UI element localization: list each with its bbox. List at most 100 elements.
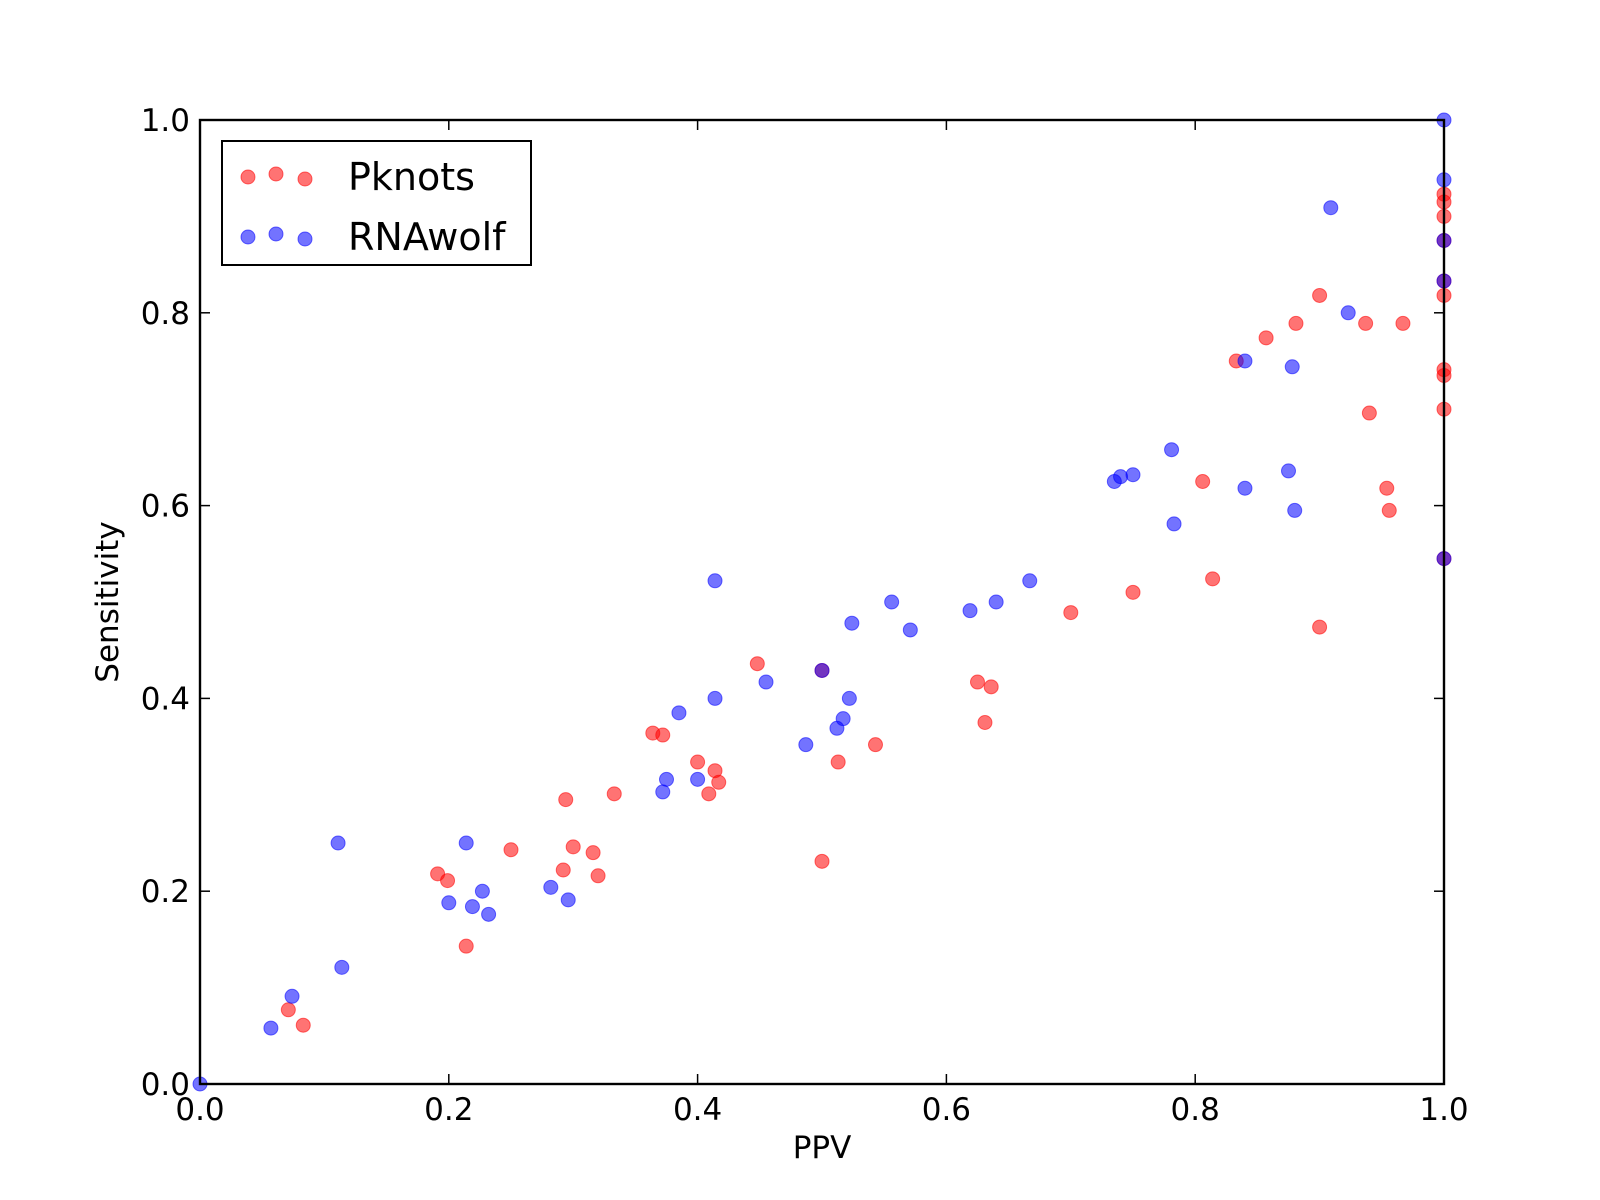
point-rnawolf-34 — [1166, 516, 1182, 532]
point-pknots-22 — [867, 737, 883, 753]
point-rnawolf-20 — [814, 662, 830, 678]
point-rnawolf-13 — [659, 771, 674, 787]
point-rnawolf-35 — [1237, 353, 1253, 369]
point-pknots-4 — [458, 938, 474, 954]
y-axis-label: Sensitivity — [90, 521, 126, 682]
point-rnawolf-4 — [334, 959, 350, 975]
point-rnawolf-1 — [263, 1020, 279, 1036]
point-pknots-35 — [1358, 315, 1374, 331]
x-tick-label: 0.4 — [673, 1092, 722, 1128]
point-rnawolf-2 — [284, 988, 300, 1004]
legend-marker-pknots — [268, 166, 284, 182]
point-rnawolf-18 — [758, 674, 774, 690]
legend-marker-pknots — [240, 169, 256, 185]
point-pknots-3 — [440, 873, 456, 889]
point-pknots-23 — [970, 674, 985, 690]
point-rnawolf-10 — [543, 879, 559, 895]
x-tick-label: 1.0 — [1419, 1092, 1468, 1128]
point-rnawolf-8 — [474, 883, 490, 899]
y-tick-label: 0.6 — [141, 489, 190, 525]
point-rnawolf-24 — [844, 615, 860, 631]
point-rnawolf-7 — [464, 899, 480, 915]
point-rnawolf-12 — [655, 784, 671, 800]
y-tick-label: 0.8 — [141, 296, 190, 332]
point-pknots-37 — [1379, 480, 1395, 496]
y-tick-label: 0.0 — [141, 1067, 190, 1103]
series-rnawolf — [192, 112, 1452, 1092]
x-tick-label: 0.8 — [1171, 1092, 1220, 1128]
point-pknots-25 — [983, 679, 999, 695]
point-rnawolf-3 — [330, 835, 346, 851]
point-rnawolf-36 — [1237, 480, 1253, 496]
point-rnawolf-37 — [1281, 463, 1296, 479]
point-pknots-15 — [701, 786, 717, 802]
point-rnawolf-28 — [988, 594, 1004, 610]
point-pknots-29 — [1205, 571, 1221, 587]
point-pknots-10 — [590, 868, 606, 884]
axis-ticks — [199, 119, 1445, 1085]
point-pknots-39 — [1395, 315, 1411, 331]
legend-marker-rnawolf — [297, 231, 313, 247]
point-rnawolf-22 — [835, 711, 851, 727]
point-rnawolf-32 — [1125, 467, 1141, 483]
point-pknots-34 — [1312, 619, 1328, 635]
point-pknots-18 — [749, 656, 765, 672]
point-rnawolf-38 — [1284, 359, 1300, 375]
point-pknots-0 — [280, 1002, 296, 1018]
point-rnawolf-29 — [1022, 573, 1038, 589]
point-pknots-8 — [565, 839, 581, 855]
point-rnawolf-31 — [1113, 469, 1129, 485]
point-pknots-33 — [1312, 287, 1328, 303]
y-tick-label: 0.2 — [141, 874, 190, 910]
point-pknots-14 — [690, 754, 706, 770]
point-rnawolf-27 — [962, 603, 978, 619]
plot-frame — [198, 118, 1446, 1086]
point-pknots-28 — [1195, 474, 1211, 489]
point-pknots-13 — [655, 727, 671, 743]
x-tick-label: 0.6 — [922, 1092, 971, 1128]
point-rnawolf-23 — [841, 690, 857, 706]
x-tick-label: 0.2 — [424, 1092, 473, 1128]
legend-label-pknots: Pknots — [348, 155, 475, 199]
x-axis-label: PPV — [793, 1130, 852, 1166]
point-pknots-31 — [1258, 330, 1274, 346]
point-rnawolf-16 — [707, 573, 723, 589]
point-rnawolf-17 — [707, 690, 723, 706]
point-rnawolf-9 — [481, 906, 497, 922]
point-pknots-26 — [1063, 605, 1079, 621]
point-rnawolf-41 — [1340, 305, 1356, 321]
series-pknots — [280, 186, 1452, 1033]
x-tick-label: 0.0 — [175, 1092, 224, 1128]
point-pknots-36 — [1361, 405, 1377, 421]
point-rnawolf-26 — [902, 622, 918, 638]
point-rnawolf-33 — [1164, 442, 1180, 458]
point-rnawolf-39 — [1287, 502, 1303, 518]
legend-marker-rnawolf — [268, 226, 284, 242]
point-pknots-11 — [606, 786, 622, 802]
point-pknots-38 — [1381, 502, 1397, 518]
point-rnawolf-14 — [671, 705, 687, 721]
point-pknots-17 — [711, 774, 727, 790]
point-pknots-7 — [558, 792, 574, 808]
legend: Pknots RNAwolf — [221, 140, 532, 266]
point-rnawolf-40 — [1323, 200, 1339, 216]
point-rnawolf-15 — [690, 771, 706, 787]
point-rnawolf-11 — [560, 892, 576, 908]
point-rnawolf-5 — [441, 895, 457, 911]
point-pknots-5 — [503, 842, 519, 858]
point-pknots-27 — [1125, 584, 1141, 600]
legend-marker-rnawolf — [240, 229, 256, 245]
point-rnawolf-25 — [884, 594, 900, 610]
y-tick-label: 1.0 — [141, 103, 190, 139]
point-pknots-6 — [555, 862, 571, 878]
point-pknots-20 — [814, 853, 830, 869]
point-pknots-32 — [1288, 315, 1304, 331]
point-rnawolf-6 — [458, 835, 474, 851]
point-pknots-21 — [830, 754, 846, 770]
legend-marker-pknots — [297, 171, 313, 187]
legend-box — [221, 140, 532, 266]
point-pknots-24 — [977, 715, 993, 730]
tick-labels: 0.0 0.2 0.4 0.6 0.8 1.0 0.0 0.2 0.4 0.6 0.8 1.0 — [141, 103, 1469, 1128]
y-tick-label: 0.4 — [141, 681, 190, 717]
